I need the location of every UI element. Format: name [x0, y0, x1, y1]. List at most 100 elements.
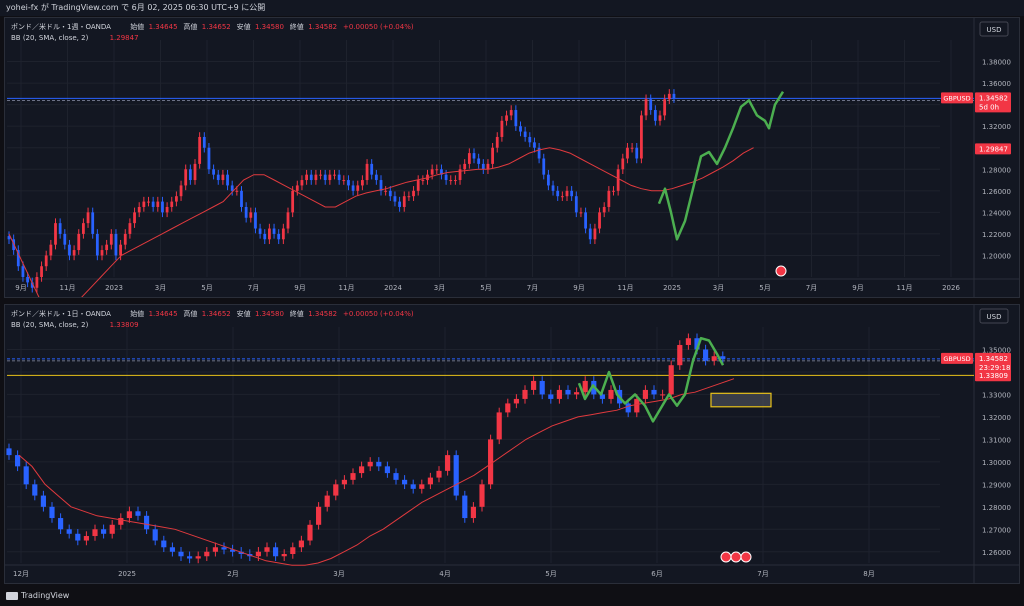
candle[interactable] [235, 190, 239, 192]
candle[interactable] [454, 180, 457, 182]
candle[interactable] [449, 180, 453, 182]
candle[interactable] [109, 524, 115, 534]
candle[interactable] [202, 136, 206, 148]
candle[interactable] [361, 180, 364, 186]
candle[interactable] [388, 190, 392, 197]
candle[interactable] [77, 233, 81, 251]
candle[interactable] [445, 455, 451, 471]
candle[interactable] [379, 180, 383, 191]
candle[interactable] [453, 455, 459, 496]
daily-chart-pane[interactable]: 1.350001.340001.330001.320001.310001.300… [4, 304, 1020, 584]
candle[interactable] [68, 244, 71, 256]
candle[interactable] [660, 394, 666, 396]
candle[interactable] [91, 212, 95, 234]
candle[interactable] [649, 99, 653, 111]
candle[interactable] [277, 233, 281, 240]
candle[interactable] [307, 524, 313, 541]
candle[interactable] [359, 466, 365, 474]
candle[interactable] [582, 380, 588, 393]
candle[interactable] [151, 201, 155, 207]
candle[interactable] [216, 174, 220, 181]
candle[interactable] [165, 206, 169, 213]
candle[interactable] [658, 115, 662, 121]
economic-event-icon[interactable] [740, 551, 752, 563]
candle[interactable] [496, 412, 502, 440]
candle[interactable] [621, 158, 625, 170]
candle[interactable] [463, 163, 467, 170]
candle[interactable] [513, 398, 519, 404]
candle[interactable] [221, 547, 227, 550]
candle[interactable] [531, 380, 537, 390]
candle[interactable] [351, 185, 355, 191]
candle[interactable] [398, 201, 401, 207]
candle[interactable] [523, 131, 527, 137]
candle[interactable] [212, 169, 215, 175]
candle[interactable] [685, 338, 691, 345]
candle[interactable] [230, 185, 234, 191]
candle[interactable] [556, 190, 560, 197]
candle[interactable] [290, 547, 296, 555]
candle[interactable] [560, 196, 564, 198]
candle[interactable] [528, 136, 532, 143]
candle[interactable] [602, 206, 606, 213]
candle[interactable] [570, 190, 574, 197]
candle[interactable] [126, 511, 132, 519]
candle[interactable] [268, 228, 271, 240]
candle[interactable] [412, 190, 415, 197]
candle[interactable] [300, 180, 304, 186]
candle[interactable] [273, 547, 279, 557]
candle[interactable] [44, 255, 48, 267]
candle[interactable] [509, 110, 513, 116]
annotation-curve[interactable] [577, 336, 725, 423]
candle[interactable] [82, 223, 85, 234]
candle[interactable] [263, 233, 267, 240]
candle[interactable] [667, 93, 671, 100]
candle[interactable] [179, 185, 183, 197]
candle[interactable] [548, 394, 554, 399]
candle[interactable] [161, 201, 164, 213]
candle[interactable] [238, 551, 244, 555]
tradingview-logo[interactable]: TradingView [6, 591, 69, 600]
candle[interactable] [15, 455, 21, 467]
candle[interactable] [128, 223, 132, 234]
candle[interactable] [635, 147, 639, 159]
candle[interactable] [319, 174, 322, 176]
candle[interactable] [40, 495, 46, 507]
candle[interactable] [342, 180, 346, 182]
candle[interactable] [86, 212, 90, 224]
candle[interactable] [135, 511, 141, 516]
candle[interactable] [72, 250, 76, 256]
candle[interactable] [579, 212, 583, 214]
candle[interactable] [230, 549, 236, 552]
candle[interactable] [470, 506, 476, 519]
target-zone-box[interactable] [710, 392, 772, 408]
candle[interactable] [407, 196, 411, 198]
candle[interactable] [184, 169, 188, 186]
candle[interactable] [522, 389, 528, 399]
candle[interactable] [337, 174, 341, 181]
candle[interactable] [161, 540, 167, 548]
candle[interactable] [32, 484, 38, 496]
candle[interactable] [370, 163, 374, 175]
candle[interactable] [677, 344, 683, 366]
candle[interactable] [114, 233, 118, 256]
candle[interactable] [574, 196, 578, 213]
candle[interactable] [376, 461, 382, 467]
candle[interactable] [514, 110, 518, 127]
candle[interactable] [58, 223, 62, 234]
candle[interactable] [551, 185, 555, 191]
candle[interactable] [170, 201, 174, 207]
candle[interactable] [23, 466, 29, 485]
candle[interactable] [486, 163, 490, 170]
candle[interactable] [26, 277, 29, 283]
candle[interactable] [298, 540, 304, 548]
candle[interactable] [305, 174, 308, 181]
candle[interactable] [152, 529, 158, 541]
candle[interactable] [556, 389, 562, 399]
candle[interactable] [668, 365, 674, 395]
candle[interactable] [144, 515, 150, 530]
candle[interactable] [35, 277, 39, 288]
candle[interactable] [105, 244, 109, 251]
candle[interactable] [92, 529, 98, 537]
candle[interactable] [272, 228, 276, 234]
